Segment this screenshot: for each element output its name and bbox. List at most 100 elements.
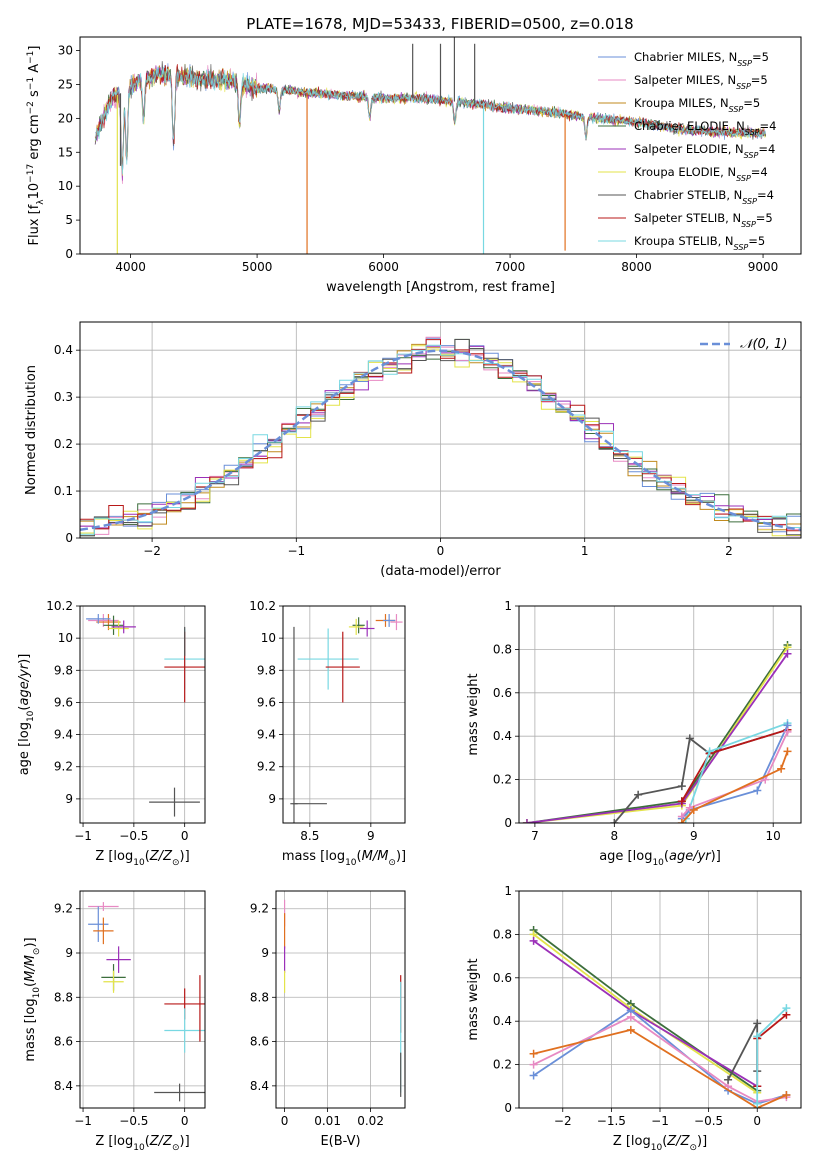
weight_vs_age-xtick-label: 10 [766,829,781,843]
residuals-ytick-label: 0.2 [54,437,73,451]
mass_vs_Z-ytick-label: 8.6 [54,1035,73,1049]
errorbar-point [164,1008,205,1053]
axes-frame [79,605,206,824]
axes-frame [518,605,802,824]
weight_vs_age-ytick-label: 1 [504,599,512,613]
axes-frame [282,605,406,824]
weight-marker [529,1071,538,1080]
weight-marker [783,649,792,658]
weight_vs_Z-xtick-label: −1 [651,1114,669,1128]
legend-entry: Kroupa MILES, NSSP=5 [634,96,760,114]
weight-marker [529,1060,538,1069]
weight-marker [529,1049,538,1058]
mass_vs_Z-ytick-label: 8.4 [54,1079,73,1093]
weight-marker [777,764,786,773]
normal-curve [80,349,801,532]
x-axis-label: age [log10(age/yr)] [599,849,721,868]
weight-marker [677,797,686,806]
weight-line [533,1028,787,1108]
errorbar-point [383,614,396,627]
age_vs_Z-plot-area [86,614,205,817]
spectrum-ytick-label: 25 [58,77,73,91]
errorbar-point [111,620,136,634]
errorbar-point [88,906,109,942]
weight_vs_Z-xtick-label: 0 [753,1114,761,1128]
errorbar-point [297,628,359,690]
legend-entry: Salpeter STELIB, NSSP=5 [634,211,773,229]
errorbar-point [325,631,360,703]
spectrum-ytick-label: 5 [65,213,73,227]
weight_vs_Z-ytick-label: 0.2 [493,1058,512,1072]
x-axis-label: E(B-V) [320,1134,360,1149]
weight_vs_Z-plot-area [529,926,791,1108]
axes-frame [79,890,206,1109]
mass_vs_ebv-xtick-label: 0.02 [357,1114,384,1128]
weight_vs_Z-xtick-label: −1.5 [597,1114,626,1128]
spectrum-xtick-label: 6000 [368,260,399,274]
spectrum-ytick-label: 10 [58,179,73,193]
x-axis-label: Z [log10(Z/Z⊙)] [95,1134,189,1153]
y-axis-label: mass weight [466,958,481,1040]
mass_vs_ebv-ytick-label: 9 [261,946,269,960]
mass_vs_Z-plot-area [88,902,205,1102]
errorbar-point [108,620,129,637]
weight-marker [626,1012,635,1021]
errorbar-point [93,917,114,945]
legend-entry: Chabrier MILES, NSSP=5 [634,50,769,68]
weight-marker [677,819,686,823]
weight-marker [753,1019,762,1028]
weight_vs_age-panel: 7 8 9 10 0 0.2 0.4 0.6 0.8 1 age [log10(age/yr)] ma… [466,599,802,868]
mass_vs_ebv-xtick-label: 0 [281,1114,289,1128]
weight_vs_Z-ytick-label: 1 [504,884,512,898]
mass_vs_ebv-panel: 0 0.01 0.02 8.4 8.6 8.8 9 9.2 E(B-V) [250,890,406,1149]
residuals-ytick-label: 0.4 [54,343,73,357]
weight_vs_Z-panel: −2 −1.5 −1 −0.5 0 0 0.2 0.4 0.6 0.8 1 Z [log10(Z/Z⊙… [466,884,802,1153]
errorbar-point [359,620,375,637]
spectrum-line [94,66,766,175]
spectrum-ytick-label: 0 [65,247,73,261]
weight-line [681,725,789,820]
weight_vs_age-plot-area [522,641,792,823]
y-axis-label: Flux [fλ10−17 erg cm−2 s−1 A−1] [26,46,46,246]
age_vs_Z-xtick-label: −1 [74,829,92,843]
age_vs_Z-ytick-label: 9.8 [54,663,73,677]
weight-marker [782,1004,791,1013]
weight_vs_age-ytick-label: 0.4 [493,729,512,743]
mass_vs_Z-ytick-label: 9.2 [54,902,73,916]
age_vs_mass-plot-area [290,614,403,823]
weight-marker [685,734,694,743]
weight_vs_Z-xtick-label: −0.5 [694,1114,723,1128]
mass_vs_Z-panel: −1 −0.5 0 8.4 8.6 8.8 9 9.2 Z [log10(Z/Z⊙)] mass … [23,890,206,1153]
legend-entry: Salpeter MILES, NSSP=5 [634,73,768,91]
weight_vs_Z-ytick-label: 0 [504,1101,512,1115]
residuals-xtick-label: −1 [287,544,305,558]
residuals-plot-area [80,336,801,537]
legend-entry: Kroupa STELIB, NSSP=5 [634,234,765,252]
weight_vs_age-ytick-label: 0.8 [493,642,512,656]
age_vs_mass-ytick-label: 9.6 [257,695,276,709]
legend-entry: Chabrier STELIB, NSSP=4 [634,188,774,206]
weight-marker [634,790,643,799]
age_vs_mass-panel: 8.5 9 9 9.2 9.4 9.6 9.8 10 10.2 mass [log10(M/M⊙)… [249,599,406,868]
spectrum-xtick-label: 5000 [242,260,273,274]
weight-marker [724,1075,733,1084]
x-axis-label: (data-model)/error [380,564,501,579]
weight_vs_age-xtick-label: 9 [690,829,698,843]
age_vs_mass-ytick-label: 9 [268,792,276,806]
spectrum-ytick-label: 20 [58,111,73,125]
mass_vs_Z-xtick-label: −1 [74,1114,92,1128]
age_vs_mass-ytick-label: 9.4 [257,728,276,742]
weight_vs_Z-xtick-label: −2 [554,1114,572,1128]
age_vs_mass-ytick-label: 10 [261,631,276,645]
y-axis-label: Normed distribution [24,365,39,495]
y-axis-label: age [log10(age/yr)] [17,654,36,776]
weight-marker [610,819,619,823]
spectrum-plot-area [94,37,766,254]
weight-marker [783,747,792,756]
weight-marker [753,1032,762,1041]
weight-marker [783,727,792,736]
age_vs_mass-xtick-label: 9 [367,829,375,843]
weight_vs_Z-ytick-label: 0.6 [493,971,512,985]
x-axis-label: Z [log10(Z/Z⊙)] [613,1134,707,1153]
axes-frame [518,890,802,1109]
